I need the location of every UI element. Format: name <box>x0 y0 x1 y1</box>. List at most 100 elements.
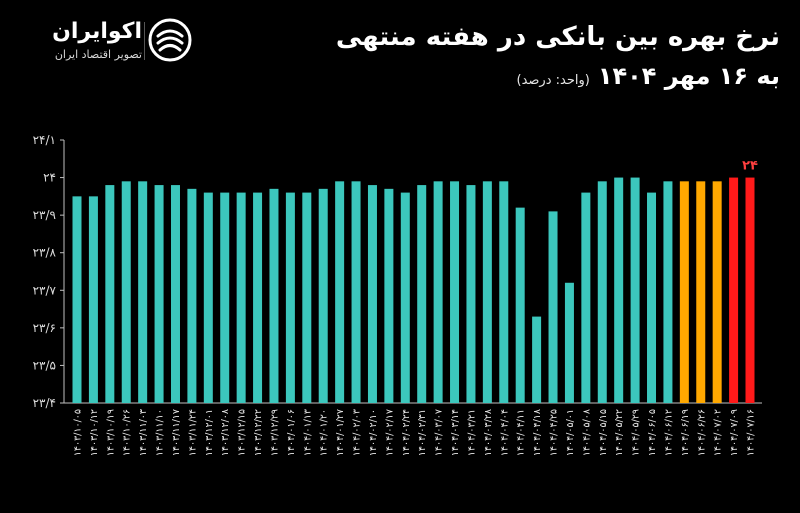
x-tick-label: ۱۴۰۳/۱۰/۰۵ <box>73 409 84 456</box>
y-tick-label: ۲۳/۹ <box>33 208 56 222</box>
bar <box>154 185 164 403</box>
y-tick-label: ۲۳/۴ <box>33 396 56 410</box>
x-tick-label: ۱۴۰۴/۰۶/۱۹ <box>680 409 691 456</box>
x-tick-label: ۱۴۰۴/۰۱/۲۰ <box>319 409 330 456</box>
bar <box>236 192 246 403</box>
x-tick-label: ۱۴۰۴/۰۱/۱۳ <box>302 409 313 456</box>
x-tick-label: ۱۴۰۴/۰۵/۰۱ <box>565 409 576 456</box>
x-tick-label: ۱۴۰۴/۰۴/۱۸ <box>532 409 543 456</box>
x-tick-label: ۱۴۰۳/۱۰/۱۹ <box>105 409 116 456</box>
bar <box>400 192 410 403</box>
bar <box>450 181 460 403</box>
bar <box>548 211 558 403</box>
bar <box>138 181 148 403</box>
x-tick-label: ۱۴۰۴/۰۲/۳۱ <box>417 409 428 456</box>
x-tick-label: ۱۴۰۳/۱۱/۰۳ <box>138 409 149 456</box>
x-tick-label: ۱۴۰۴/۰۵/۰۸ <box>581 409 592 456</box>
x-tick-label: ۱۴۰۴/۰۱/۰۶ <box>286 409 297 456</box>
logo-divider <box>144 22 145 60</box>
bar <box>696 181 706 403</box>
x-tick-label: ۱۴۰۴/۰۵/۲۹ <box>631 409 642 456</box>
bar <box>614 177 624 403</box>
x-tick-label: ۱۴۰۳/۱۲/۲۲ <box>253 409 264 456</box>
logo: اکوایران تصویر اقتصاد ایران <box>18 16 198 72</box>
bar <box>285 192 295 403</box>
bar <box>581 192 591 403</box>
chart-title: نرخ بهره بین بانکی در هفته منتهی <box>335 22 780 52</box>
ecoiran-swirl-icon <box>148 18 192 62</box>
y-tick-label: ۲۳/۸ <box>33 246 57 260</box>
bar <box>253 192 263 403</box>
x-tick-label: ۱۴۰۳/۱۲/۰۱ <box>204 409 215 456</box>
logo-tagline: تصویر اقتصاد ایران <box>54 48 142 61</box>
bar <box>417 185 427 403</box>
x-tick-label: ۱۴۰۳/۱۱/۱۰ <box>155 409 166 456</box>
x-tick-label: ۱۴۰۴/۰۳/۲۱ <box>466 409 477 456</box>
bar <box>515 207 525 403</box>
x-tick-label: ۱۴۰۴/۰۷/۱۶ <box>746 409 757 456</box>
x-tick-label: ۱۴۰۳/۱۲/۲۹ <box>269 409 280 456</box>
x-tick-label: ۱۴۰۳/۱۲/۰۸ <box>220 409 231 456</box>
bar <box>745 177 755 403</box>
bar <box>729 177 739 403</box>
bar <box>187 188 197 403</box>
bar <box>564 282 574 403</box>
y-tick-label: ۲۳/۷ <box>33 283 57 297</box>
x-tick-label: ۱۴۰۴/۰۲/۱۰ <box>368 409 379 456</box>
bar <box>170 185 180 403</box>
logo-brand: اکوایران <box>52 19 142 44</box>
bar <box>335 181 345 403</box>
x-tick-label: ۱۴۰۴/۰۶/۲۶ <box>696 409 707 456</box>
bar <box>499 181 509 403</box>
x-tick-label: ۱۴۰۴/۰۷/۰۲ <box>713 409 724 456</box>
bar <box>121 181 131 403</box>
x-tick-label: ۱۴۰۴/۰۴/۱۱ <box>516 409 527 456</box>
bar <box>597 181 607 403</box>
bar <box>663 181 673 403</box>
data-labels: ۲۴ <box>742 159 758 174</box>
x-tick-label: ۱۴۰۴/۰۶/۱۲ <box>663 409 674 456</box>
bar <box>203 192 213 403</box>
unit-note: (واحد: درصد) <box>516 73 590 88</box>
bar <box>712 181 722 403</box>
x-tick-label: ۱۴۰۴/۰۲/۰۳ <box>352 409 363 456</box>
bar <box>367 185 377 403</box>
bar <box>220 192 230 403</box>
x-axis: ۱۴۰۳/۱۰/۰۵ ۱۴۰۳/۱۰/۱۲ ۱۴۰۳/۱۰/۱۹ ۱۴۰۳/۱۰/۲۶… <box>73 409 757 456</box>
bar <box>269 188 279 403</box>
x-tick-label: ۱۴۰۴/۰۵/۲۲ <box>614 409 625 456</box>
x-tick-label: ۱۴۰۳/۱۰/۱۲ <box>89 409 100 456</box>
x-tick-label: ۱۴۰۴/۰۲/۱۷ <box>384 409 395 456</box>
bar <box>679 181 689 403</box>
x-tick-label: ۱۴۰۳/۱۱/۱۷ <box>171 409 182 456</box>
chart-subtitle-text: به ۱۶ مهر ۱۴۰۴ <box>597 62 780 90</box>
bar <box>647 192 657 403</box>
x-tick-label: ۱۴۰۴/۰۲/۲۴ <box>401 409 412 456</box>
bar <box>88 196 98 403</box>
y-tick-label: ۲۴ <box>43 171 56 185</box>
y-tick-label: ۲۳/۶ <box>33 321 56 335</box>
bar <box>318 188 328 403</box>
x-tick-label: ۱۴۰۴/۰۴/۰۴ <box>499 409 510 456</box>
x-tick-label: ۱۴۰۳/۱۲/۱۵ <box>237 409 248 456</box>
bar <box>302 192 312 403</box>
y-tick-label: ۲۴/۱ <box>33 133 56 147</box>
x-tick-label: ۱۴۰۳/۱۱/۲۴ <box>187 409 198 456</box>
x-tick-label: ۱۴۰۴/۰۴/۲۵ <box>549 409 560 456</box>
bar <box>532 316 542 403</box>
x-tick-label: ۱۴۰۴/۰۳/۲۸ <box>483 409 494 456</box>
bars <box>72 177 755 403</box>
bar <box>433 181 443 403</box>
x-tick-label: ۱۴۰۴/۰۳/۰۷ <box>434 409 445 456</box>
bar <box>105 185 115 403</box>
x-tick-label: ۱۴۰۴/۰۳/۱۴ <box>450 409 461 456</box>
y-axis: ۲۳/۴ ۲۳/۵ ۲۳/۶ ۲۳/۷ ۲۳/۸ ۲۳/۹ ۲۴ ۲۴/۱ <box>33 133 64 410</box>
x-tick-label: ۱۴۰۴/۰۵/۱۵ <box>598 409 609 456</box>
x-tick-label: ۱۴۰۳/۱۰/۲۶ <box>122 409 133 456</box>
bar <box>351 181 361 403</box>
bar <box>482 181 492 403</box>
x-tick-label: ۱۴۰۴/۰۶/۰۵ <box>647 409 658 456</box>
bar <box>630 177 640 403</box>
chart-subtitle: به ۱۶ مهر ۱۴۰۴ (واحد: درصد) <box>260 60 781 97</box>
